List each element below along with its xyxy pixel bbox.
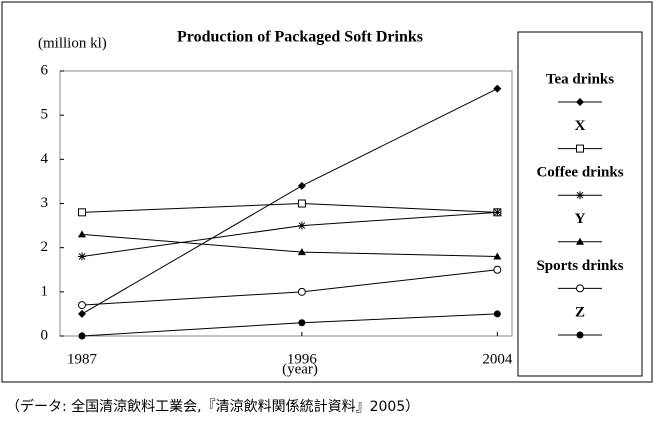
data-point (493, 265, 502, 274)
series-line (81, 313, 498, 337)
y-tick-label: 1 (41, 283, 49, 299)
x-axis-label: (year) (282, 361, 318, 377)
y-axis-label: (million kl) (38, 35, 107, 51)
data-point (297, 287, 306, 296)
plot-area (59, 70, 513, 337)
legend-marker (576, 98, 584, 106)
data-point (493, 252, 502, 260)
legend-marker (576, 144, 584, 153)
data-point (297, 181, 306, 190)
series-line (81, 88, 498, 315)
data-point (298, 319, 306, 327)
y-tick-label: 5 (41, 107, 49, 123)
legend-box (517, 31, 643, 377)
data-point (77, 309, 86, 318)
y-tick-label: 3 (41, 195, 49, 211)
legend-label: Z (575, 304, 585, 320)
data-point (297, 221, 306, 230)
legend-label: X (575, 118, 586, 134)
legend-marker (576, 331, 584, 339)
x-tick-label: 1996 (287, 351, 318, 367)
series-line (81, 269, 498, 306)
series-line (81, 202, 498, 213)
source-note: （データ: 全国清涼飲料工業会,『清涼飲料関係統計資料』2005） (6, 398, 419, 415)
y-tick-label: 0 (41, 327, 49, 343)
legend-marker (576, 237, 584, 245)
y-tick-label: 2 (41, 239, 49, 255)
data-point (493, 84, 502, 93)
y-tick-label: 6 (41, 62, 49, 78)
data-point (493, 208, 502, 217)
data-point (77, 230, 86, 238)
legend-marker (576, 191, 584, 200)
legend-label: Sports drinks (536, 258, 623, 274)
data-point (297, 248, 306, 256)
data-point (77, 301, 86, 310)
chart-border (1, 1, 653, 383)
y-tick-label: 4 (41, 151, 49, 167)
data-point (493, 310, 501, 318)
series-line (81, 211, 498, 257)
legend-label: Tea drinks (546, 71, 614, 87)
x-tick-label: 2004 (482, 351, 513, 367)
data-point (77, 252, 86, 261)
legend-label: Y (575, 211, 586, 227)
x-tick-label: 1987 (67, 351, 98, 367)
chart-title: Production of Packaged Soft Drinks (177, 29, 423, 46)
data-point (77, 208, 86, 217)
data-point (297, 199, 306, 208)
legend-label: Coffee drinks (536, 165, 623, 181)
legend-marker (576, 284, 584, 293)
series-line (81, 233, 498, 257)
data-point (78, 332, 86, 340)
